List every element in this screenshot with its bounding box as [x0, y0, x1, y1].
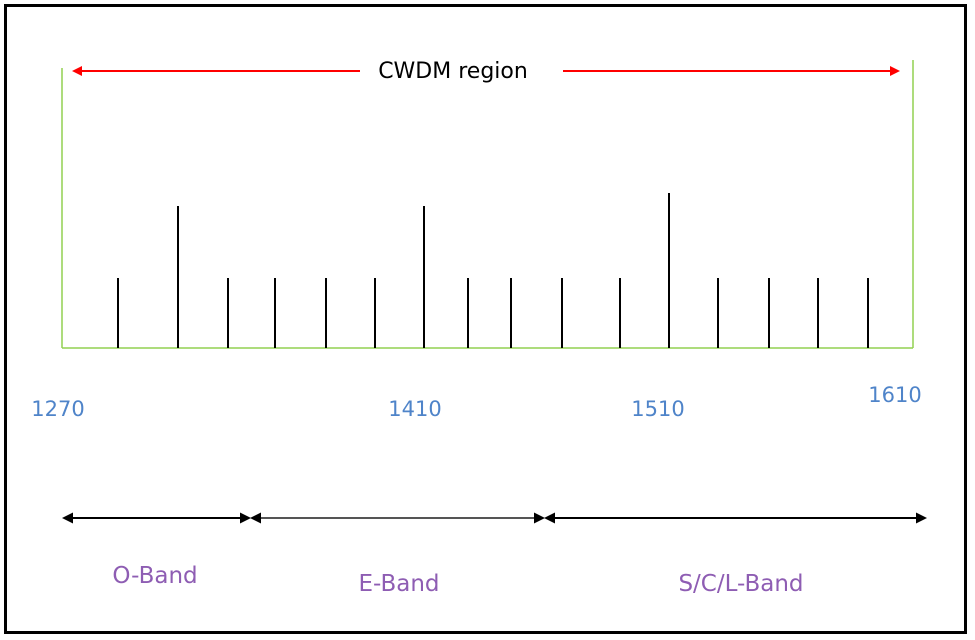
diagram-frame: [4, 4, 967, 634]
band-label-e: E-Band: [358, 571, 439, 597]
wavelength-label-1510: 1510: [631, 397, 684, 421]
channel-ticks: [117, 193, 869, 348]
band-label-o: O-Band: [112, 563, 197, 589]
region-label: CWDM region: [378, 59, 528, 84]
wavelength-label-1270: 1270: [31, 397, 84, 421]
wavelength-label-1410: 1410: [388, 397, 441, 421]
wavelength-label-1610: 1610: [868, 383, 921, 407]
band-label-scl: S/C/L-Band: [678, 571, 803, 597]
